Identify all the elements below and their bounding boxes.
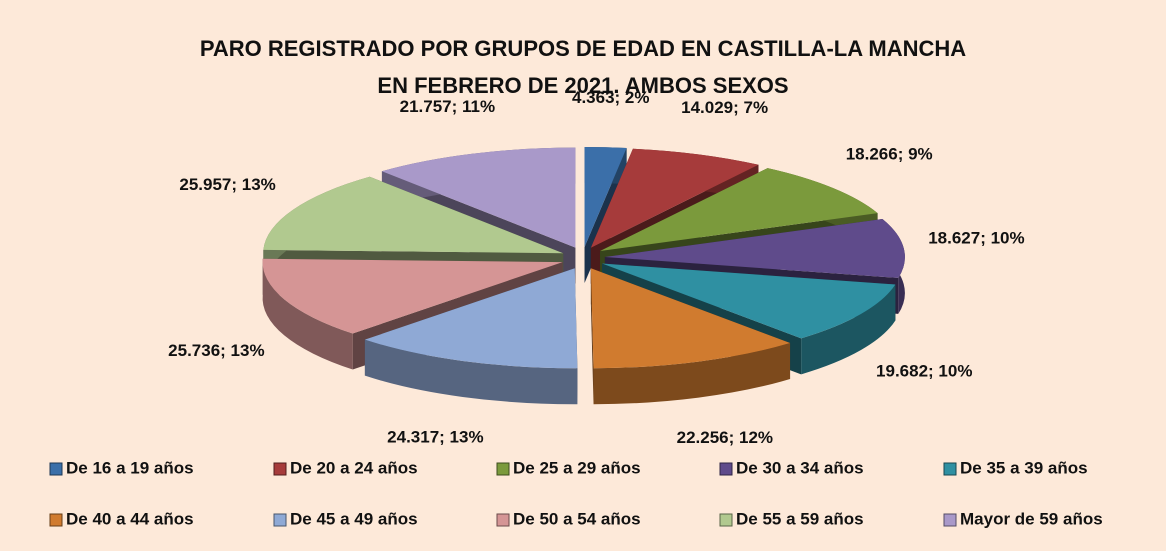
- slice-side: [593, 343, 791, 405]
- legend-label: De 35 a 39 años: [960, 458, 1088, 477]
- legend-swatch: [496, 513, 510, 527]
- slice-face: [590, 268, 594, 405]
- legend-swatch: [719, 462, 733, 476]
- slice: [584, 147, 627, 248]
- legend-swatch: [49, 462, 63, 476]
- legend-label: De 50 a 54 años: [513, 509, 641, 528]
- data-label: 18.627; 10%: [928, 229, 1024, 248]
- slice: [263, 176, 564, 254]
- legend-label: De 20 a 24 años: [290, 458, 418, 477]
- slice: [590, 268, 791, 369]
- data-label: 22.256; 12%: [677, 428, 773, 447]
- data-label: 18.266; 9%: [846, 145, 933, 164]
- legend-swatch: [273, 462, 287, 476]
- slice: [262, 258, 563, 334]
- slice-side: [262, 258, 353, 370]
- slice-side: [364, 339, 578, 405]
- legend-swatch: [943, 513, 957, 527]
- data-label: 4.363; 2%: [572, 88, 650, 107]
- legend-label: De 16 a 19 años: [66, 458, 194, 477]
- legend-label: Mayor de 59 años: [960, 509, 1103, 528]
- legend-swatch: [719, 513, 733, 527]
- legend-swatch: [496, 462, 510, 476]
- data-label: 21.757; 11%: [400, 97, 495, 116]
- legend-swatch: [943, 462, 957, 476]
- data-label: 19.682; 10%: [876, 362, 972, 381]
- legend-label: De 30 a 34 años: [736, 458, 864, 477]
- legend-swatch: [273, 513, 287, 527]
- data-label: 14.029; 7%: [681, 98, 768, 117]
- slice: [590, 148, 759, 248]
- slice: [604, 219, 905, 278]
- data-label: 24.317; 13%: [387, 427, 483, 446]
- slice-group: [590, 268, 791, 405]
- slice-group: [364, 268, 578, 405]
- slice: [381, 147, 576, 248]
- legend-label: De 45 a 49 años: [290, 509, 418, 528]
- data-label: 25.957; 13%: [179, 175, 275, 194]
- slice: [600, 168, 878, 252]
- legend-label: De 40 a 44 años: [66, 509, 194, 528]
- chart-title: PARO REGISTRADO POR GRUPOS DE EDAD EN CA…: [199, 36, 967, 98]
- slice: [602, 263, 896, 339]
- legend-label: De 25 a 29 años: [513, 458, 641, 477]
- slice-side: [801, 284, 896, 375]
- data-label: 25.736; 13%: [168, 341, 264, 360]
- slice: [364, 268, 578, 369]
- legend-label: De 55 a 59 años: [736, 509, 864, 528]
- legend-swatch: [49, 513, 63, 527]
